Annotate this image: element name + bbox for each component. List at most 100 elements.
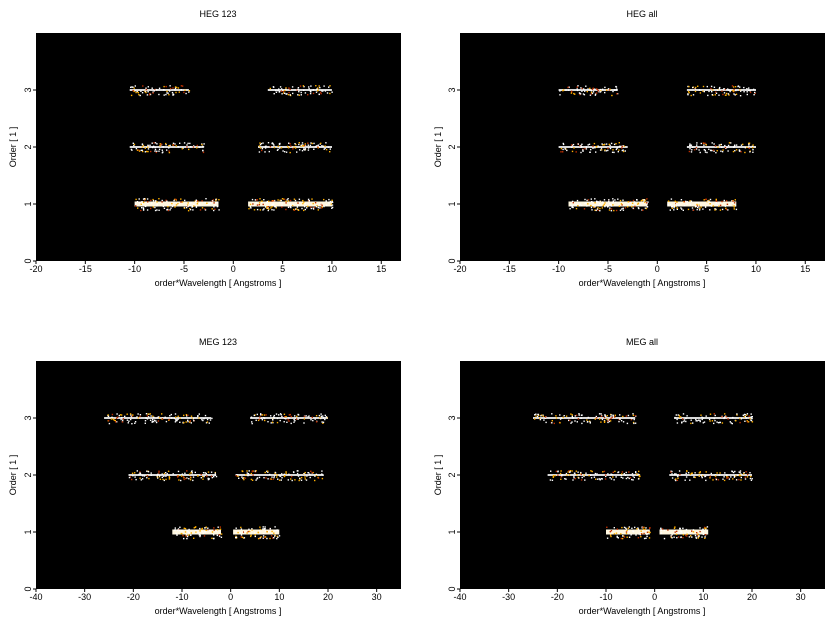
data-point: [171, 202, 173, 205]
data-point: [628, 471, 630, 473]
data-point: [146, 418, 149, 420]
data-point: [188, 528, 190, 531]
y-tick-label: 0: [447, 586, 457, 591]
data-point: [732, 203, 734, 205]
data-point: [606, 537, 609, 539]
data-point: [289, 94, 291, 96]
x-axis-label: order*Wavelength [ Angstroms ]: [155, 278, 282, 288]
data-point: [137, 92, 139, 94]
data-point: [568, 470, 570, 472]
data-point: [698, 149, 700, 151]
data-point: [130, 414, 132, 416]
data-point: [675, 478, 677, 480]
data-point: [263, 528, 265, 530]
data-point: [600, 478, 602, 480]
data-point: [250, 529, 252, 532]
data-point: [314, 202, 317, 204]
data-point: [660, 527, 662, 529]
data-point: [285, 472, 287, 474]
data-point: [706, 151, 708, 154]
data-point: [637, 527, 639, 529]
data-point: [255, 479, 257, 481]
data-point: [152, 198, 154, 201]
data-point: [604, 474, 607, 476]
data-point: [725, 200, 728, 202]
data-point: [200, 477, 202, 479]
data-point: [749, 477, 752, 480]
data-point: [262, 203, 264, 206]
y-axis-label: Order [ 1 ]: [8, 455, 18, 496]
data-point: [608, 419, 611, 421]
data-point: [183, 142, 186, 144]
data-point: [161, 201, 163, 203]
data-point: [579, 92, 581, 94]
data-point: [266, 207, 268, 209]
data-point: [719, 144, 722, 146]
data-point: [331, 200, 333, 203]
data-point: [166, 92, 168, 94]
data-point: [584, 90, 586, 92]
data-point: [581, 87, 583, 90]
data-point: [135, 203, 137, 205]
data-point: [702, 533, 704, 536]
data-point: [193, 203, 195, 206]
data-point: [269, 87, 271, 90]
data-point: [603, 199, 606, 201]
data-point: [158, 93, 160, 96]
data-point: [608, 143, 610, 146]
data-point: [297, 413, 299, 416]
data-point: [158, 148, 161, 150]
data-point: [692, 529, 695, 531]
data-point: [321, 421, 323, 423]
data-point: [205, 526, 207, 528]
data-point: [329, 92, 331, 95]
data-point: [611, 151, 614, 153]
data-point: [710, 205, 713, 207]
data-point: [589, 151, 591, 153]
data-point: [706, 85, 708, 88]
data-point: [709, 475, 711, 477]
data-point: [258, 418, 261, 421]
data-point: [187, 414, 189, 416]
data-point: [726, 146, 728, 149]
data-point: [578, 204, 581, 207]
data-point: [620, 476, 622, 478]
data-point: [709, 201, 711, 203]
data-point: [316, 145, 318, 147]
data-point: [610, 142, 613, 145]
data-point: [693, 149, 696, 151]
data-point: [676, 203, 678, 205]
data-point: [570, 422, 572, 424]
data-point: [155, 200, 157, 202]
data-point: [197, 532, 199, 534]
data-point: [289, 199, 292, 202]
data-point: [735, 149, 738, 151]
data-point: [201, 200, 203, 202]
data-point: [156, 205, 158, 207]
data-point: [143, 198, 146, 200]
data-point: [130, 418, 132, 421]
data-point: [322, 90, 324, 92]
data-point: [597, 90, 600, 92]
data-point: [156, 203, 158, 205]
data-point: [586, 199, 588, 202]
data-point: [695, 86, 697, 89]
data-point: [752, 144, 754, 146]
data-point: [601, 478, 603, 480]
data-point: [680, 416, 682, 418]
data-point: [744, 478, 747, 480]
data-point: [185, 206, 188, 209]
data-point: [139, 414, 142, 416]
data-point: [535, 415, 537, 417]
data-point: [735, 208, 738, 211]
data-point: [671, 534, 673, 536]
data-point: [138, 149, 140, 151]
data-point: [678, 204, 680, 206]
data-point: [267, 531, 270, 533]
data-point: [177, 476, 179, 478]
data-point: [201, 207, 204, 209]
data-point: [614, 470, 616, 473]
data-point: [280, 479, 282, 481]
data-point: [724, 146, 727, 149]
data-point: [270, 207, 272, 209]
